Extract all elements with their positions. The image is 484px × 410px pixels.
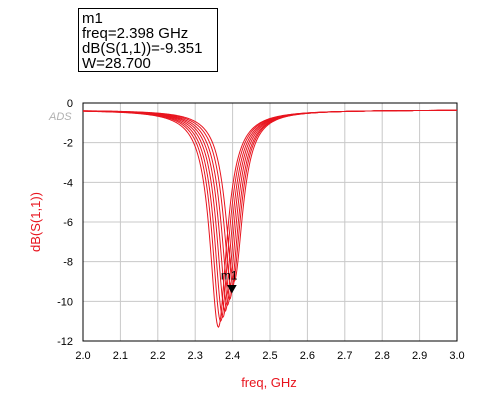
- y-tick-label: -12: [57, 336, 73, 348]
- x-tick-label: 2.0: [75, 350, 90, 362]
- trace-line-8: [82, 109, 457, 283]
- x-tick-label: 3.0: [449, 350, 464, 362]
- x-tick-label: 2.3: [188, 350, 203, 362]
- x-tick-label: 2.8: [375, 350, 390, 362]
- y-axis-label: dB(S(1,1)): [28, 192, 43, 252]
- x-tick-label: 2.2: [150, 350, 165, 362]
- x-tick-label: 2.1: [113, 350, 128, 362]
- marker-name: m1: [82, 10, 103, 27]
- marker-freq: freq=2.398 GHz: [82, 25, 189, 42]
- y-tick-label: -8: [63, 257, 73, 269]
- x-tick-label: 2.4: [225, 350, 240, 362]
- x-tick-label: 2.6: [300, 350, 315, 362]
- y-tick-label: -10: [57, 296, 73, 308]
- marker-param: W=28.700: [82, 55, 151, 72]
- marker-readout-box: m1 freq=2.398 GHz dB(S(1,1))=-9.351 W=28…: [78, 8, 218, 72]
- marker-triangle: [226, 284, 237, 294]
- x-tick-label: 2.5: [262, 350, 277, 362]
- y-tick-label: -2: [63, 138, 73, 150]
- marker-label: m1: [221, 268, 238, 282]
- x-tick-label: 2.9: [412, 350, 427, 362]
- marker-value: dB(S(1,1))=-9.351: [82, 40, 203, 57]
- ads-watermark: ADS: [48, 111, 72, 123]
- y-tick-label: -4: [63, 177, 73, 189]
- y-tick-label: 0: [67, 98, 73, 110]
- traces-group: [82, 109, 458, 329]
- x-tick-label: 2.7: [337, 350, 352, 362]
- x-axis-label: freq, GHz: [241, 375, 297, 390]
- y-tick-label: -6: [63, 217, 73, 229]
- plot-frame: [82, 102, 458, 342]
